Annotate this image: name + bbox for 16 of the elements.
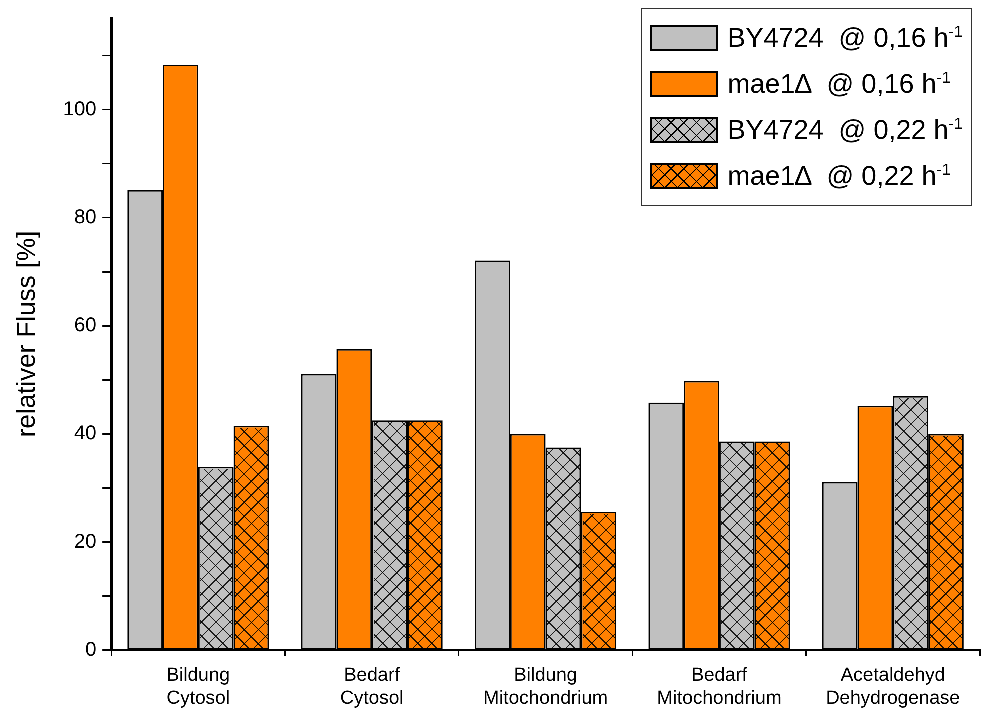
legend-label: mae1∆ @ 0,22 h$^{-1}$ xyxy=(728,160,951,192)
y-axis-title: relativer Fluss [%] xyxy=(10,230,41,438)
x-tick-label: Bedarf Mitochondrium xyxy=(657,665,782,709)
x-tick-label: Acetaldehyd Dehydrogenase xyxy=(826,665,960,709)
y-tick-label: 0 xyxy=(85,638,97,661)
legend-label: BY4724 @ 0,22 h$^{-1}$ xyxy=(728,114,963,146)
y-tick-label: 80 xyxy=(74,206,97,229)
y-tick-label: 40 xyxy=(74,422,97,445)
x-tick-label: Bedarf Cytosol xyxy=(340,665,404,709)
y-tick-label: 100 xyxy=(63,98,97,120)
x-tick-label: Bildung Cytosol xyxy=(166,665,230,709)
y-tick-label: 60 xyxy=(74,314,97,337)
legend-label: mae1∆ @ 0,16 h$^{-1}$ xyxy=(728,68,951,100)
x-tick-label: Bildung Mitochondrium xyxy=(483,665,608,709)
legend-label: BY4724 @ 0,16 h$^{-1}$ xyxy=(728,22,963,54)
y-tick-label: 20 xyxy=(74,530,97,553)
